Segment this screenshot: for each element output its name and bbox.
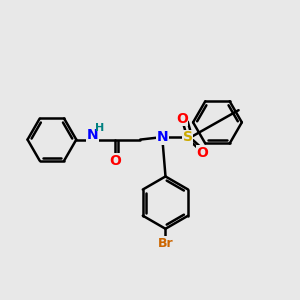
Text: O: O: [109, 154, 121, 168]
Text: N: N: [87, 128, 98, 142]
Text: O: O: [197, 146, 208, 160]
Text: S: S: [183, 130, 193, 144]
Text: H: H: [94, 123, 104, 133]
Text: Br: Br: [158, 236, 173, 250]
Text: N: N: [157, 130, 168, 144]
Text: O: O: [176, 112, 188, 126]
